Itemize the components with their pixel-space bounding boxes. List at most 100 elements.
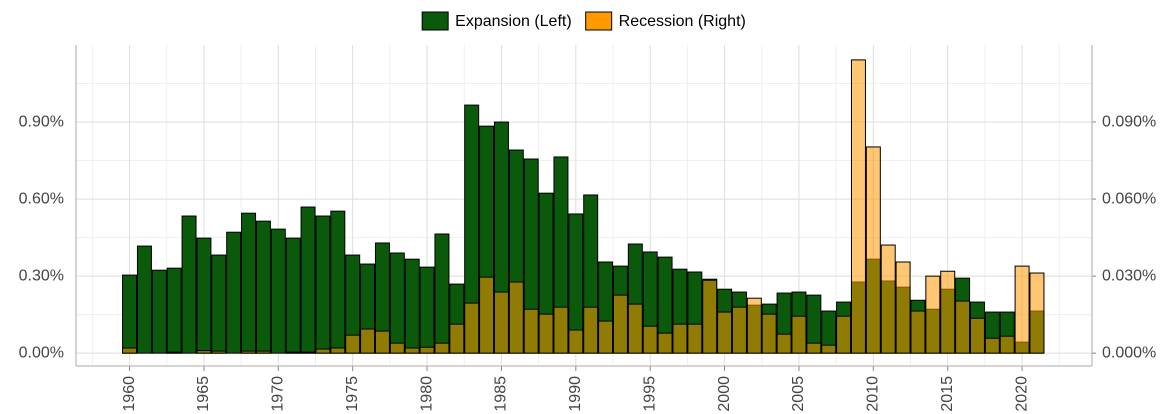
y2-tick-label: 0.090% [1102, 113, 1156, 130]
bar [166, 351, 182, 354]
bar [1014, 265, 1030, 354]
y2-tick-label: 0.030% [1102, 267, 1156, 284]
legend-label: Expansion (Left) [455, 13, 572, 30]
bar [806, 342, 822, 354]
bar [300, 351, 316, 354]
legend-swatch [421, 11, 449, 31]
bar [1029, 272, 1045, 354]
bar [404, 258, 420, 354]
x-tick-label: 1960 [121, 376, 138, 412]
bar [836, 315, 852, 354]
bar [226, 231, 242, 354]
bar [612, 294, 628, 354]
bar [241, 350, 257, 354]
bar [285, 237, 301, 354]
bar [196, 237, 212, 354]
bar [479, 276, 495, 354]
bar [880, 244, 896, 354]
y-tick-label: 0.90% [19, 113, 64, 130]
x-tick-label: 2015 [939, 376, 956, 412]
y2-tick-label: 0.060% [1102, 190, 1156, 207]
bar [270, 228, 286, 354]
x-tick-label: 2010 [865, 376, 882, 412]
bar [122, 347, 138, 354]
bar [940, 270, 956, 354]
bar [434, 342, 450, 354]
bar [166, 267, 182, 354]
bar [211, 254, 227, 354]
bar [672, 323, 688, 354]
bar [449, 323, 465, 354]
bar [122, 274, 138, 354]
bar [984, 337, 1000, 354]
bar [776, 333, 792, 354]
bar [330, 210, 346, 354]
bar [404, 347, 420, 354]
bar [374, 330, 390, 354]
bar [493, 291, 509, 354]
bar [553, 306, 569, 354]
x-tick-label: 2020 [1013, 376, 1030, 412]
y2-tick-label: 0.000% [1102, 344, 1156, 361]
bar [464, 302, 480, 354]
bar [999, 335, 1015, 354]
bar [687, 323, 703, 354]
bar [255, 350, 271, 354]
bar [434, 233, 450, 354]
bar [865, 146, 881, 354]
bar [598, 320, 614, 354]
bar [181, 215, 197, 354]
bar [583, 306, 599, 354]
bar [538, 313, 554, 354]
bar [345, 334, 361, 354]
y-tick-label: 0.30% [19, 267, 64, 284]
bar [910, 310, 926, 354]
legend-swatch [585, 11, 613, 31]
bar [657, 332, 673, 354]
bar [389, 252, 405, 354]
bar [419, 266, 435, 354]
bar [315, 348, 331, 354]
bar [196, 350, 212, 354]
bar [255, 220, 271, 354]
bar [360, 328, 376, 354]
bar [300, 206, 316, 354]
x-tick-label: 1980 [418, 376, 435, 412]
bar [791, 315, 807, 354]
bar [746, 297, 762, 354]
bar [241, 212, 257, 354]
bar [136, 245, 152, 354]
x-tick-label: 2005 [790, 376, 807, 412]
bar [508, 281, 524, 354]
bar [850, 59, 866, 354]
bar [211, 350, 227, 354]
bar [761, 313, 777, 354]
x-tick-label: 2000 [716, 376, 733, 412]
y-tick-label: 0.00% [19, 344, 64, 361]
bar [731, 306, 747, 354]
legend: Expansion (Left) Recession (Right) [421, 11, 746, 31]
x-tick-label: 1975 [344, 376, 361, 412]
bar [969, 317, 985, 354]
x-tick-label: 1965 [195, 376, 212, 412]
bar [151, 269, 167, 354]
bar [419, 346, 435, 354]
bar [895, 261, 911, 354]
bar [568, 329, 584, 354]
bar [627, 303, 643, 354]
x-tick-label: 1990 [567, 376, 584, 412]
bar [702, 279, 718, 354]
bar [821, 344, 837, 354]
bar [389, 342, 405, 354]
bar [642, 325, 658, 354]
bar [315, 215, 331, 354]
bar [285, 351, 301, 354]
bar [955, 300, 971, 354]
bar [717, 311, 733, 354]
x-tick-label: 1995 [641, 376, 658, 412]
x-tick-label: 1970 [270, 376, 287, 412]
bar [925, 275, 941, 354]
legend-label: Recession (Right) [619, 13, 746, 30]
y-tick-label: 0.60% [19, 190, 64, 207]
